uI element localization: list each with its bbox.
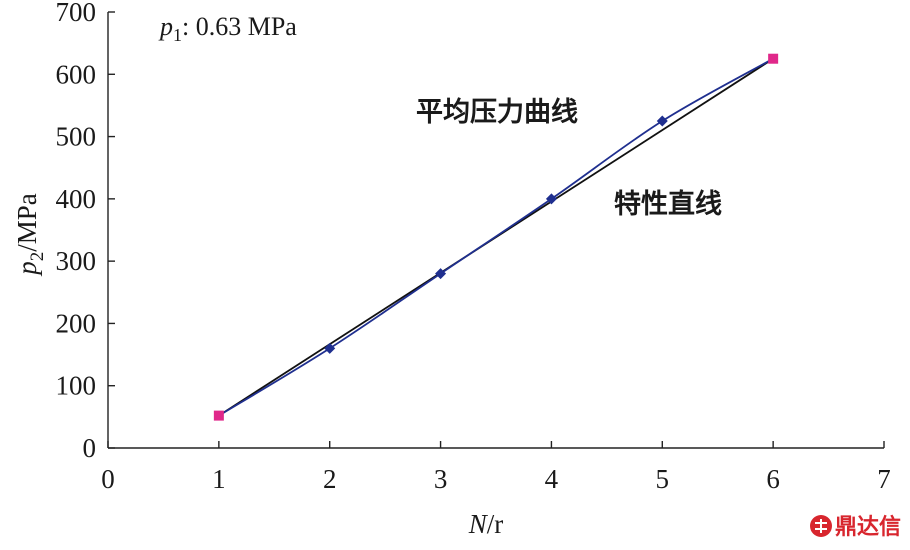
y-tick-label: 0 <box>83 433 97 463</box>
series-label-characteristic-line: 特性直线 <box>614 189 722 220</box>
data-point <box>545 193 557 205</box>
x-tick-label: 0 <box>101 464 115 494</box>
y-axis-unit: /MPa <box>12 193 42 252</box>
x-tick-label: 5 <box>656 464 670 494</box>
y-tick-label: 400 <box>56 184 97 214</box>
data-point-endpoint <box>768 53 779 64</box>
x-tick-label: 1 <box>212 464 226 494</box>
x-tick-label: 6 <box>766 464 780 494</box>
x-axis-unit: /r <box>487 509 504 539</box>
x-axis-var: N <box>468 509 489 539</box>
watermark-logo: 鼎达信 <box>810 514 901 540</box>
data-point <box>656 115 668 127</box>
param-value: : 0.63 MPa <box>182 12 297 41</box>
watermark-logo-glyph <box>815 519 827 533</box>
axes: 0 100 200 300 400 500 600 700 0 1 2 3 4 5 6 7 <box>56 0 891 494</box>
parameter-annotation: p1: 0.63 MPa <box>158 12 297 45</box>
y-tick-label: 700 <box>56 0 97 27</box>
y-axis-sub: 2 <box>27 252 48 262</box>
x-axis-title: N/r <box>468 509 504 539</box>
y-axis-var: p <box>12 261 42 277</box>
x-tick-label: 7 <box>877 464 891 494</box>
watermark-text: 鼎达信 <box>835 514 901 540</box>
y-tick-label: 200 <box>56 308 97 338</box>
series-line-average-pressure <box>218 57 774 417</box>
plot-area <box>213 53 779 421</box>
x-tick-label: 3 <box>434 464 448 494</box>
series-label-average-pressure: 平均压力曲线 <box>416 97 578 128</box>
y-tick-label: 100 <box>56 371 97 401</box>
data-point-endpoint <box>213 410 224 421</box>
param-var: p <box>158 12 173 41</box>
param-sub: 1 <box>173 25 182 45</box>
y-tick-label: 600 <box>56 59 97 89</box>
y-tick-label: 500 <box>56 122 97 152</box>
x-tick-label: 4 <box>545 464 559 494</box>
y-axis-title: p2/MPa <box>12 193 48 277</box>
y-tick-label: 300 <box>56 246 97 276</box>
x-tick-label: 2 <box>323 464 337 494</box>
data-point <box>324 342 336 354</box>
data-point <box>435 268 447 280</box>
